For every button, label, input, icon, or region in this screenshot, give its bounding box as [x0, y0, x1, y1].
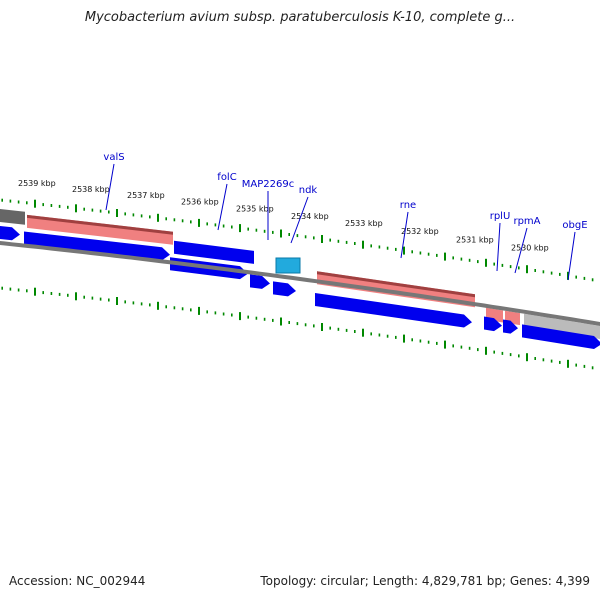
- gene-arrow[interactable]: [273, 281, 296, 297]
- scale-label: 2537 kbp: [127, 191, 165, 200]
- scale-label: 2530 kbp: [511, 244, 549, 253]
- callout-line: [496, 222, 501, 272]
- scale-label: 2538 kbp: [72, 185, 110, 194]
- gene-label-ndk[interactable]: ndk: [299, 185, 318, 196]
- gene-segment-folC[interactable]: [174, 240, 254, 264]
- outer-tick-ring: [1, 198, 600, 283]
- gene-callouts[interactable]: valS folC MAP2269c ndk rne rplU rpmA obgE: [103, 152, 588, 281]
- gene-label-rplU[interactable]: rplU: [490, 211, 511, 222]
- callout-line: [514, 227, 528, 274]
- gene-segment-valS[interactable]: [27, 214, 173, 245]
- gene-arrow[interactable]: [24, 231, 170, 261]
- gene-label-rne[interactable]: rne: [400, 200, 416, 211]
- scale-label: 2539 kbp: [18, 179, 56, 188]
- gene-label-MAP2269c[interactable]: MAP2269c: [242, 179, 294, 190]
- gene-arrow[interactable]: [0, 226, 20, 241]
- gene-arrow[interactable]: [250, 274, 270, 289]
- backbone-ring: [0, 240, 600, 327]
- scale-label: 2532 kbp: [401, 227, 439, 236]
- callout-line: [567, 231, 576, 281]
- backbone-line: [0, 240, 600, 327]
- genome-summary: Topology: circular; Length: 4,829,781 bp…: [260, 574, 590, 588]
- gene-arrow[interactable]: [503, 319, 518, 334]
- scale-labels: 2539 kbp 2538 kbp 2537 kbp 2536 kbp 2535 kbp…: [18, 179, 549, 253]
- callout-line: [400, 211, 409, 259]
- gene-arrow[interactable]: [484, 316, 502, 332]
- gene-arrow[interactable]: [522, 324, 600, 349]
- gene-label-obgE[interactable]: obgE: [562, 220, 587, 231]
- gene-segment-obgE[interactable]: [524, 313, 600, 340]
- scale-label: 2534 kbp: [291, 212, 329, 221]
- inner-tick-ring: [1, 286, 600, 371]
- gene-label-rpmA[interactable]: rpmA: [513, 216, 540, 227]
- gene-arrow[interactable]: [315, 293, 472, 328]
- gene-segment[interactable]: [0, 209, 25, 225]
- scale-label: 2533 kbp: [345, 219, 383, 228]
- accession-label: Accession: NC_002944: [9, 574, 146, 588]
- gene-track[interactable]: [0, 226, 600, 349]
- scale-label: 2536 kbp: [181, 198, 219, 207]
- feature-track[interactable]: [0, 209, 600, 339]
- scale-label: 2535 kbp: [236, 205, 274, 214]
- callout-line: [217, 183, 228, 231]
- gene-label-folC[interactable]: folC: [217, 172, 236, 183]
- gene-highlighted[interactable]: [275, 257, 301, 274]
- callout-line: [105, 163, 115, 211]
- gene-label-valS[interactable]: valS: [103, 152, 124, 163]
- gene-edge[interactable]: [317, 271, 475, 298]
- map-title: Mycobacterium avium subsp. paratuberculo…: [84, 10, 516, 25]
- gene-edge[interactable]: [27, 214, 173, 235]
- scale-label: 2531 kbp: [456, 235, 494, 244]
- callout-line: [290, 196, 309, 244]
